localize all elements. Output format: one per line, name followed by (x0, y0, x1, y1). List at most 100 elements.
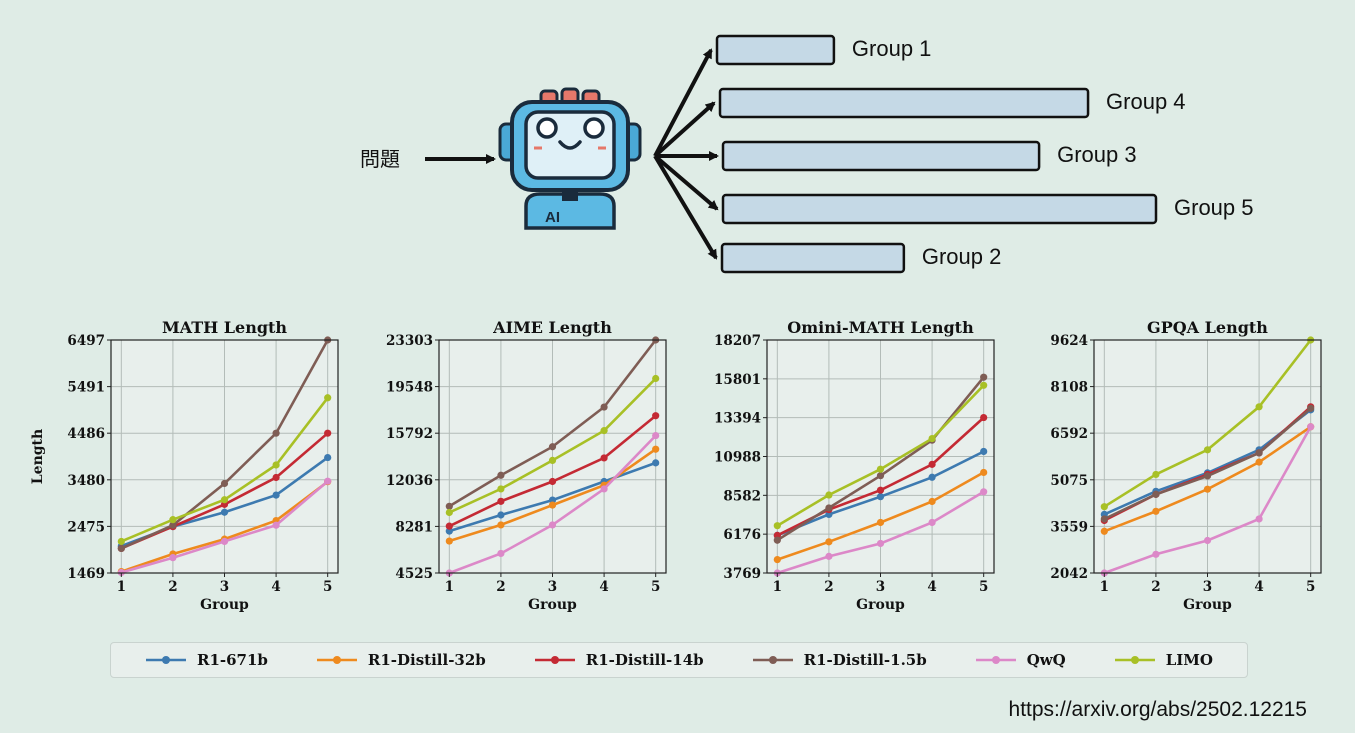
y-tick-label: 6592 (1050, 426, 1088, 442)
legend-label: R1-Distill-1.5b (803, 651, 927, 669)
data-point (272, 461, 280, 469)
data-point (1203, 472, 1212, 480)
data-point (1152, 507, 1160, 515)
data-point (497, 511, 505, 519)
data-point (980, 373, 988, 381)
data-point (980, 413, 988, 422)
data-point (220, 508, 229, 516)
data-point (324, 453, 332, 462)
group-label: Group 1 (852, 36, 932, 61)
data-point (876, 518, 885, 527)
data-point (497, 521, 505, 529)
x-tick-label: 1 (117, 579, 126, 595)
data-point (548, 443, 557, 451)
legend-swatch (975, 656, 1016, 664)
y-tick-label: 4486 (67, 426, 105, 442)
x-axis-label: Group (1183, 597, 1232, 613)
legend-label: R1-Distill-32b (367, 651, 486, 669)
legend-swatch (534, 656, 575, 664)
data-point (600, 403, 608, 411)
y-tick-label: 1469 (67, 566, 105, 582)
data-point (445, 537, 453, 545)
data-point (1307, 423, 1315, 431)
x-tick-label: 3 (876, 579, 885, 595)
data-point (324, 394, 332, 402)
data-point (1100, 503, 1108, 511)
data-point (272, 429, 280, 437)
data-point (825, 538, 833, 546)
y-tick-label: 6497 (67, 333, 105, 349)
legend-item: R1-Distill-32b (316, 651, 486, 669)
data-point (1152, 550, 1160, 558)
x-tick-label: 3 (548, 579, 557, 595)
data-point (548, 456, 557, 464)
data-point (548, 521, 557, 529)
data-point (272, 473, 280, 482)
data-point (600, 427, 608, 435)
data-point (928, 460, 936, 468)
data-point (497, 549, 505, 558)
chart-title: Omini-MATH Length (787, 318, 974, 337)
data-point (169, 554, 177, 562)
x-tick-label: 1 (1100, 579, 1109, 595)
x-tick-label: 1 (445, 579, 454, 595)
x-tick-label: 4 (1254, 579, 1263, 595)
y-tick-label: 19548 (386, 380, 433, 396)
y-tick-label: 3480 (67, 473, 105, 489)
x-tick-label: 5 (979, 579, 988, 595)
group-rows: Group 1 Group 4 Group 3 Group 5 Group 2 (653, 34, 1254, 274)
y-tick-label: 3559 (1050, 519, 1088, 535)
data-point (928, 518, 936, 527)
y-tick-label: 6176 (723, 527, 761, 543)
x-axis-label: Group (200, 597, 249, 613)
group-bar (715, 34, 836, 66)
y-tick-label: 3769 (723, 566, 761, 582)
legend-swatch (752, 656, 793, 664)
data-point (169, 521, 177, 529)
chart-title: AIME Length (492, 318, 612, 337)
data-point (1255, 449, 1263, 457)
data-point (652, 445, 660, 453)
x-tick-label: 5 (323, 579, 332, 595)
source-url: https://arxiv.org/abs/2502.12215 (1008, 698, 1307, 721)
x-tick-label: 5 (1306, 579, 1315, 595)
x-tick-label: 3 (220, 579, 229, 595)
data-point (773, 536, 781, 544)
data-point (1307, 404, 1315, 412)
data-point (1203, 446, 1212, 454)
y-tick-label: 2475 (67, 519, 105, 535)
legend-item: R1-Distill-14b (534, 651, 704, 669)
data-point (652, 412, 660, 420)
data-point (600, 454, 608, 462)
legend-item: R1-671b (145, 651, 268, 669)
x-tick-label: 2 (496, 579, 505, 595)
chart-math-length: 1469 2475 3480 4486 5491 6497 1 2 3 4 5 MATH Length… (30, 318, 339, 613)
chart-title: GPQA Length (1147, 318, 1268, 337)
group-bar (721, 193, 1158, 225)
data-point (773, 522, 781, 530)
question-label: 問題 (360, 147, 400, 171)
x-tick-label: 2 (168, 579, 177, 595)
y-tick-label: 15792 (386, 426, 433, 442)
group-label: Group 3 (1057, 142, 1137, 167)
data-point (1255, 403, 1263, 411)
legend-swatch (145, 656, 186, 664)
y-axis-label: Length (30, 429, 46, 484)
data-point (497, 485, 505, 493)
data-point (445, 527, 453, 535)
data-point (600, 485, 608, 493)
legend-label: R1-671b (196, 651, 268, 669)
x-tick-label: 4 (599, 579, 608, 595)
data-point (980, 488, 988, 496)
legend-label: LIMO (1165, 651, 1213, 669)
data-point (652, 374, 660, 383)
data-point (825, 491, 833, 499)
group-arrow (653, 48, 713, 157)
x-tick-label: 2 (1151, 579, 1160, 595)
data-point (773, 555, 781, 564)
group-bar (718, 87, 1090, 119)
x-tick-label: 5 (651, 579, 660, 595)
legend-item: R1-Distill-1.5b (752, 651, 927, 669)
data-point (876, 465, 885, 473)
